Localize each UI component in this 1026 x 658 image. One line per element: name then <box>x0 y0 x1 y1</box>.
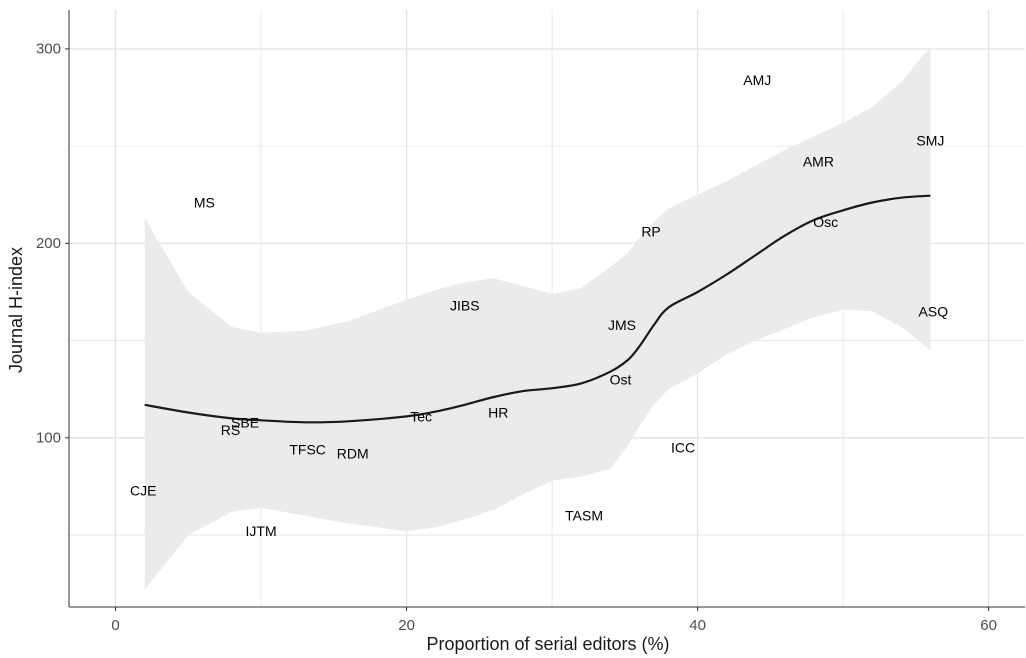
point-label-sbe: SBE <box>231 414 259 430</box>
point-label-ijtm: IJTM <box>246 523 277 539</box>
confidence-band <box>144 46 931 590</box>
confidence-band-layer <box>144 46 931 590</box>
point-label-rdm: RDM <box>337 445 369 461</box>
point-label-osc: Osc <box>813 214 838 230</box>
x-axis-title: Proportion of serial editors (%) <box>426 634 669 654</box>
point-label-tec: Tec <box>410 408 432 424</box>
point-label-jibs: JIBS <box>450 298 480 314</box>
point-label-amj: AMJ <box>743 72 771 88</box>
axes-layer <box>68 10 1025 608</box>
y-axis-title: Journal H-index <box>6 247 26 373</box>
point-label-jms: JMS <box>608 317 636 333</box>
x-tick-label: 60 <box>980 617 997 634</box>
y-tick-label: 100 <box>36 429 61 446</box>
point-label-ms: MS <box>194 195 215 211</box>
tick-labels-layer: 0 20 40 60 100 200 300 <box>36 40 997 634</box>
point-label-tfsc: TFSC <box>289 441 326 457</box>
point-label-smj: SMJ <box>916 132 944 148</box>
point-label-hr: HR <box>488 405 508 421</box>
point-label-ost: Ost <box>610 371 632 387</box>
smooth-fit-line <box>144 194 931 424</box>
point-label-icc: ICC <box>671 440 695 456</box>
point-label-rs: RS <box>221 422 240 438</box>
point-label-cje: CJE <box>130 482 156 498</box>
point-label-tasm: TASM <box>565 508 603 524</box>
x-tick-label: 40 <box>689 617 706 634</box>
point-label-rp: RP <box>641 224 660 240</box>
x-tick-label: 20 <box>398 617 415 634</box>
point-label-amr: AMR <box>803 154 834 170</box>
y-tick-label: 200 <box>36 235 61 252</box>
y-tick-label: 300 <box>36 40 61 57</box>
point-label-asq: ASQ <box>919 303 949 319</box>
x-tick-label: 0 <box>111 617 119 634</box>
smooth-line-layer <box>144 194 931 424</box>
